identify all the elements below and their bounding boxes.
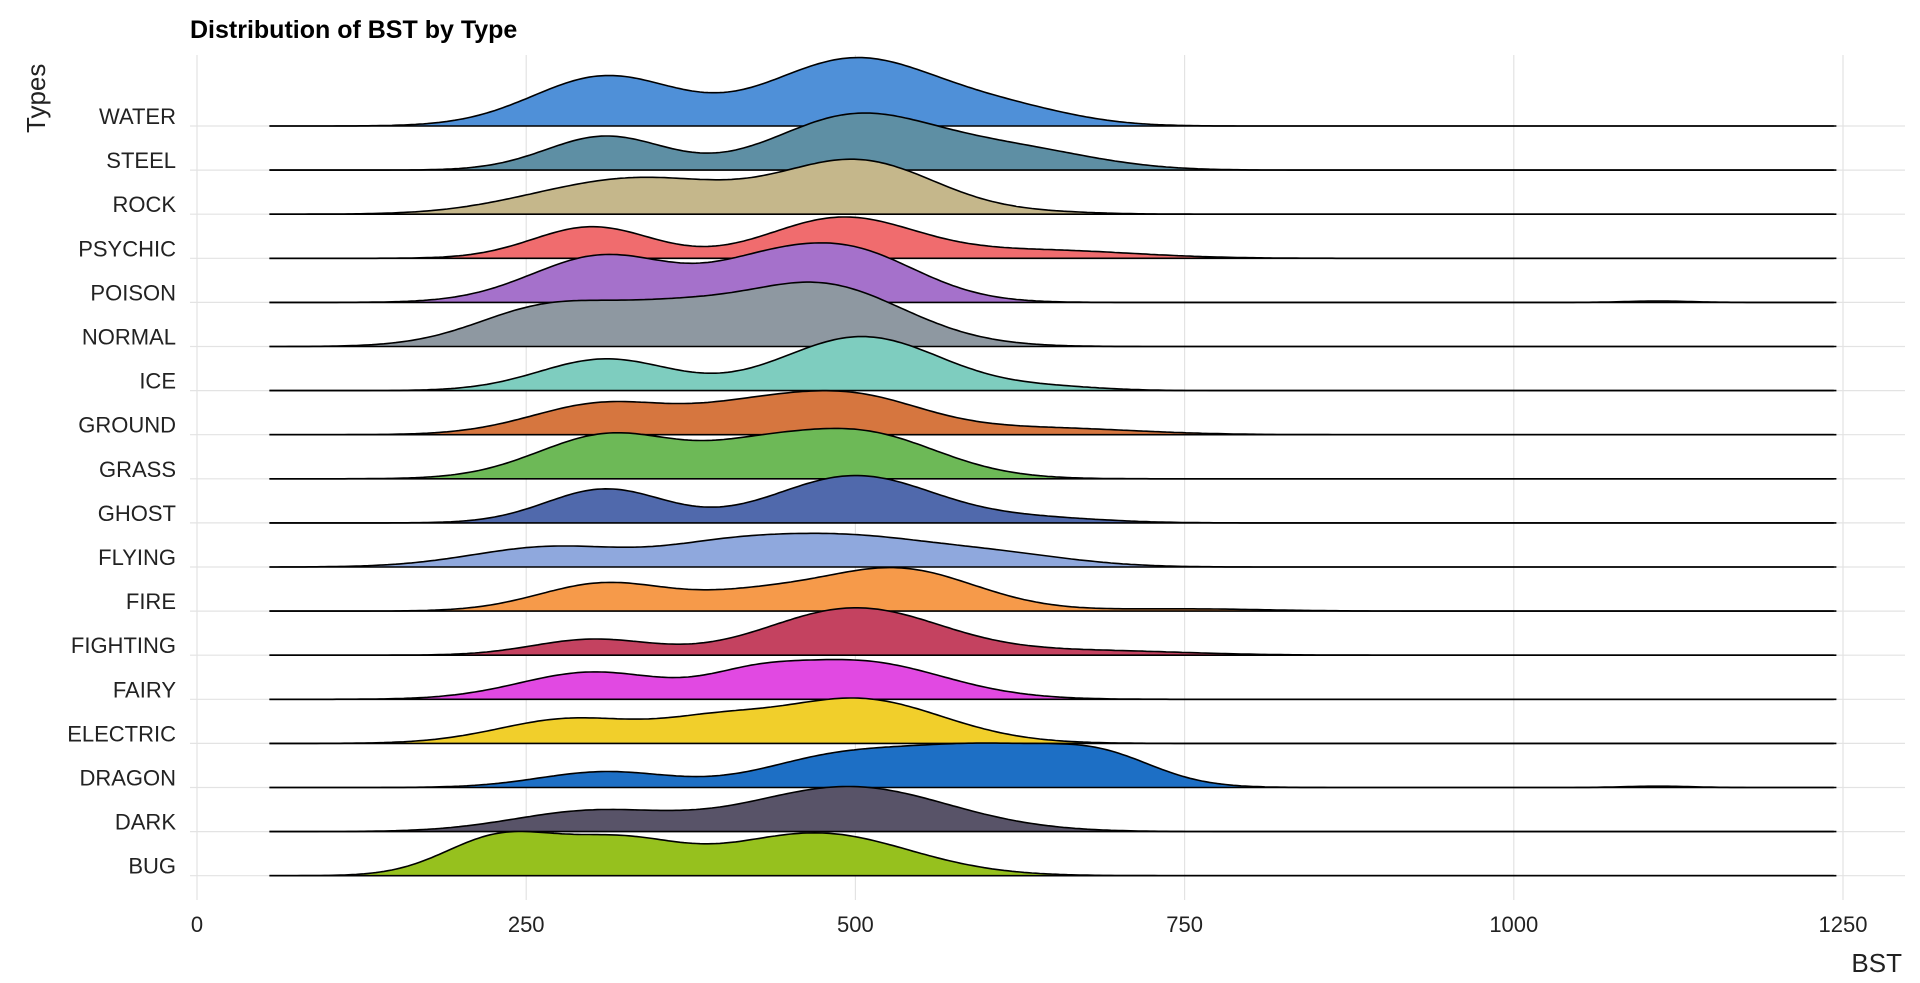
category-label-normal: NORMAL	[82, 325, 176, 350]
ridge-rock	[269, 158, 1837, 215]
chart-title: Distribution of BST by Type	[190, 16, 517, 44]
ridge-fill-rock	[269, 159, 1837, 215]
ridge-ice	[269, 335, 1837, 392]
ridge-fire	[269, 566, 1837, 612]
ridges	[269, 56, 1837, 877]
category-label-dragon: DRAGON	[79, 766, 176, 791]
category-label-steel: STEEL	[106, 148, 176, 173]
ridge-fill-grass	[269, 428, 1837, 479]
ridge-ghost	[269, 474, 1837, 524]
x-tick-label-1: 250	[508, 912, 545, 937]
ridge-poison	[269, 242, 1837, 304]
category-label-grass: GRASS	[99, 457, 176, 482]
ridge-fill-steel	[269, 113, 1837, 171]
category-label-ghost: GHOST	[98, 501, 176, 526]
x-tick-label-3: 750	[1166, 912, 1203, 937]
category-label-flying: FLYING	[98, 545, 176, 570]
ridge-fill-ghost	[269, 475, 1837, 523]
x-tick-label-0: 0	[191, 912, 203, 937]
ridge-electric	[269, 697, 1837, 745]
ridge-flying	[269, 532, 1837, 568]
category-label-ground: GROUND	[78, 413, 176, 438]
x-tick-labels: 0 250 500 750 1000 1250	[191, 912, 1868, 937]
ridge-dragon	[269, 742, 1837, 789]
y-axis-title: Types	[21, 64, 51, 133]
ridge-normal	[269, 281, 1837, 348]
category-label-bug: BUG	[128, 854, 176, 879]
ridge-outline-fighting	[269, 607, 1834, 656]
category-label-ice: ICE	[139, 369, 176, 394]
ridge-fill-bug	[269, 831, 1837, 876]
ridge-fill-ground	[269, 390, 1837, 435]
ridge-fill-flying	[269, 533, 1837, 567]
category-labels: WATER STEEL ROCK PSYCHIC POISON NORMAL ICE GROU…	[67, 104, 176, 879]
x-tick-label-4: 1000	[1489, 912, 1538, 937]
ridge-outline-ghost	[269, 474, 1834, 524]
ridge-grass	[269, 427, 1837, 480]
x-tick-label-5: 1250	[1819, 912, 1868, 937]
ridge-fill-psychic	[269, 217, 1837, 259]
category-label-water: WATER	[99, 104, 176, 129]
category-label-poison: POISON	[90, 280, 176, 305]
x-tick-label-2: 500	[837, 912, 874, 937]
ridge-dark	[269, 785, 1837, 833]
ridge-fill-fire	[269, 567, 1837, 612]
ridge-water	[269, 56, 1837, 127]
category-label-fighting: FIGHTING	[71, 633, 176, 658]
ridge-steel	[269, 112, 1837, 171]
category-label-dark: DARK	[115, 810, 176, 835]
ridge-fill-dark	[269, 786, 1837, 832]
category-label-electric: ELECTRIC	[67, 721, 176, 746]
category-label-fire: FIRE	[126, 589, 176, 614]
ridge-fighting	[269, 607, 1837, 657]
ridge-fill-ice	[269, 336, 1837, 391]
ridge-fill-fairy	[269, 659, 1837, 700]
category-label-psychic: PSYCHIC	[78, 236, 176, 261]
ridge-fairy	[269, 658, 1837, 701]
ridge-fill-water	[269, 57, 1837, 126]
ridge-ground	[269, 389, 1837, 436]
ridge-fill-poison	[269, 242, 1837, 303]
x-axis-title: BST	[1851, 948, 1902, 978]
ridge-fill-dragon	[269, 743, 1837, 788]
ridge-bug	[269, 830, 1837, 877]
ridge-fill-electric	[269, 698, 1837, 744]
ridge-fill-normal	[269, 282, 1837, 347]
category-label-rock: ROCK	[112, 192, 176, 217]
category-label-fairy: FAIRY	[113, 677, 177, 702]
ridge-psychic	[269, 216, 1837, 260]
